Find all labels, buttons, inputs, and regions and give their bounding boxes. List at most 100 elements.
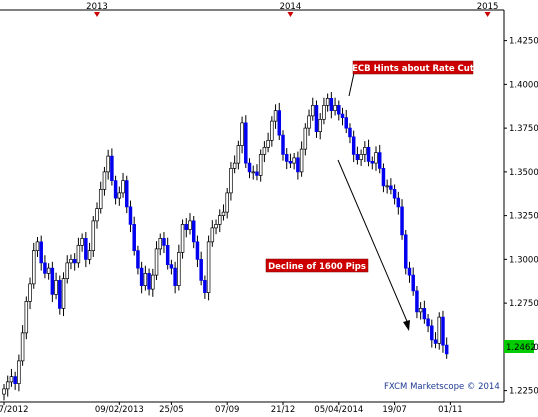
candle-up: [210, 227, 215, 243]
candle-up: [318, 119, 322, 132]
candle-up: [61, 278, 66, 309]
candle-up: [76, 245, 81, 264]
candle-up: [299, 148, 304, 173]
candle-down: [296, 157, 300, 173]
candle-up: [258, 154, 263, 176]
candle-down: [407, 267, 412, 276]
candle-up: [35, 241, 40, 251]
x-axis: 07/07/2012 09/02/2013 25/05 07/09 21/12 05/04…: [0, 402, 463, 415]
annotation-decline-text: Decline of 1600 Pips: [268, 262, 366, 272]
candle-up: [214, 224, 218, 229]
y-tick-label: 1.3500: [509, 168, 538, 178]
candle-down: [132, 224, 136, 251]
candle-up: [102, 171, 107, 190]
year-marker: [94, 12, 100, 17]
candle-down: [400, 206, 404, 236]
candle-up: [303, 127, 308, 150]
year-label: 2015: [477, 2, 499, 12]
candle-down: [329, 98, 334, 111]
candle-up: [262, 147, 267, 155]
candle-up: [292, 157, 296, 164]
candle-down: [411, 274, 415, 292]
candle-up: [418, 308, 423, 313]
candle-up: [385, 185, 389, 188]
candle-down: [430, 325, 434, 341]
y-tick-label: 1.2750: [509, 299, 538, 309]
candle-down: [195, 241, 200, 260]
candle-down: [72, 259, 77, 264]
candle-up: [188, 220, 192, 230]
candle-down: [199, 259, 203, 281]
year-marker: [287, 12, 294, 17]
candle-up: [333, 105, 337, 111]
candle-up: [80, 238, 84, 246]
candle-up: [180, 224, 185, 253]
candle-up: [206, 241, 211, 293]
candle-down: [110, 155, 114, 181]
candle-down: [377, 152, 382, 169]
y-tick-label: 1.4000: [509, 80, 538, 90]
candle-up: [221, 211, 226, 216]
candle-down: [255, 171, 259, 176]
candle-up: [218, 215, 222, 225]
x-tick-label: 09/02/2013: [95, 405, 144, 415]
candle-down: [284, 154, 289, 162]
candle-down: [348, 127, 352, 138]
candle-down: [351, 136, 356, 155]
annotation-ecb-box: [352, 60, 474, 75]
candle-up: [143, 273, 148, 286]
candle-down: [433, 339, 438, 344]
x-tick-label: 25/05: [159, 405, 184, 415]
y-tick-label: 1.3750: [509, 124, 538, 134]
candle-down: [139, 267, 144, 286]
candle-up: [225, 192, 229, 213]
candle-up: [273, 110, 278, 122]
candle-up: [20, 332, 25, 362]
candle-down: [184, 224, 189, 230]
candle-down: [314, 105, 319, 132]
candle-down: [244, 122, 248, 164]
candle-up: [117, 192, 122, 199]
x-tick-label: 21/12: [271, 405, 296, 415]
candle-down: [422, 308, 427, 320]
candle-up: [121, 180, 125, 194]
x-tick-label: 07/09: [215, 405, 240, 415]
candle-up: [98, 189, 103, 209]
candle-up: [2, 388, 6, 395]
x-tick-label: 19/07: [382, 405, 407, 415]
candle-down: [191, 220, 196, 243]
y-tick-label: 1.2250: [509, 387, 538, 397]
candle-up: [65, 262, 69, 279]
candle-up: [5, 381, 10, 390]
candle-up: [177, 252, 181, 286]
candle-up: [24, 301, 29, 334]
candle-down: [136, 250, 140, 269]
candle-up: [232, 162, 237, 169]
candle-down: [113, 180, 118, 199]
candle-down: [404, 234, 408, 269]
candle-down: [441, 316, 445, 346]
decline-arrowhead: [403, 320, 410, 331]
candle-down: [340, 113, 345, 118]
y-tick-label: 1.4250: [509, 37, 538, 47]
candle-down: [247, 162, 252, 173]
candle-up: [46, 267, 51, 274]
candle-down: [444, 344, 449, 355]
candle-up: [236, 145, 241, 164]
x-tick-label: 05/04/2014: [314, 405, 363, 415]
annotation-decline-box: [265, 258, 369, 273]
candle-up: [240, 122, 244, 146]
candle-down: [344, 117, 348, 129]
candle-up: [154, 248, 159, 276]
candle-down: [288, 161, 293, 164]
candle-down: [415, 290, 419, 313]
x-tick-label: 07/07/2012: [0, 405, 29, 415]
candle-up: [9, 376, 14, 383]
candle-up: [311, 105, 315, 117]
plot-area: [0, 10, 504, 402]
candle-down: [165, 245, 170, 265]
candle-down: [426, 318, 430, 327]
x-tick-label: 01/11: [438, 405, 463, 415]
